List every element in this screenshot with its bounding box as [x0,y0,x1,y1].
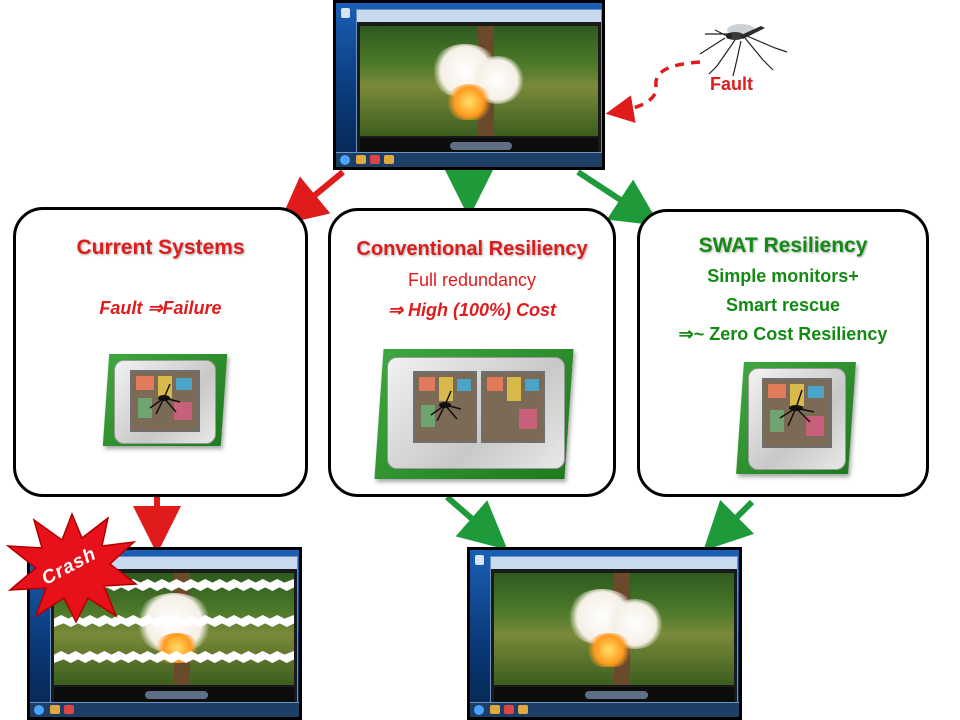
video-frame [494,573,734,685]
desktop-icon [341,8,350,18]
start-orb-icon [474,705,484,715]
zero-cost-line: ⇒~ Zero Cost Resiliency [640,324,926,345]
current-systems-title: Current Systems [76,236,245,259]
fault-word: Fault [99,298,143,318]
desktop-icon [475,555,484,565]
conventional-resiliency-title: Conventional Resiliency [356,238,588,260]
start-orb-icon [340,155,350,165]
corrupted-video-frame [54,573,294,685]
failure-word: Failure [162,298,222,318]
corruption-band [54,615,294,627]
taskbar [336,152,602,167]
arrow-to-current [278,169,345,226]
current-systems-box: Current Systems Fault ⇒Failure [13,207,308,497]
zero-cost-text: Zero Cost Resiliency [709,324,888,344]
swat-resiliency-title: SWAT Resiliency [698,234,868,257]
arrow-swat-to-result [703,499,755,551]
fault-dashed-arrow [605,60,701,123]
video-frame [360,26,598,136]
implies-symbol: ⇒ [147,298,163,318]
tilde-symbol: ~ [693,324,705,344]
taskbar [30,702,299,717]
swat-resiliency-box: SWAT Resiliency Simple monitors+ Smart r… [637,209,929,497]
player-controls [54,687,294,704]
player-controls [360,138,598,155]
taskbar [470,702,739,717]
implies-symbol: ⇒ [387,300,404,320]
start-orb-icon [34,705,44,715]
mosquito-on-chip-icon [149,383,181,415]
fault-failure-line: Fault ⇒Failure [16,298,305,319]
fault-label: Fault [710,74,753,94]
crash-burst-icon [6,512,138,624]
player-controls [494,687,734,704]
conventional-resiliency-box: Conventional Resiliency Full redundancy … [328,208,616,497]
mosquito-on-chip-icon [430,390,462,422]
arrow-to-swat [576,169,661,226]
smart-rescue-line: Smart rescue [725,295,841,315]
top-video-screenshot [333,0,605,170]
mosquito-icon [699,24,788,77]
implies-symbol: ⇒ [678,324,694,344]
simple-monitors-line: Simple monitors+ [707,266,859,286]
recovered-video-screenshot [467,547,742,720]
high-cost-text: High (100%) Cost [408,300,557,320]
high-cost-line: ⇒ High (100%) Cost [331,300,613,321]
corruption-band [54,651,294,663]
arrow-conventional-to-result [445,494,508,550]
mosquito-on-chip-icon [779,389,815,427]
full-redundancy-line: Full redundancy [407,270,537,290]
media-player-window [490,556,738,708]
media-player-window [356,9,602,159]
